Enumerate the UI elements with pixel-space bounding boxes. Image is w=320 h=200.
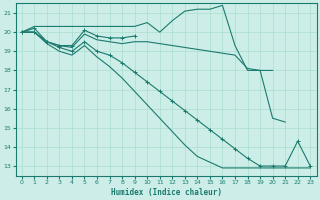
X-axis label: Humidex (Indice chaleur): Humidex (Indice chaleur) bbox=[110, 188, 221, 197]
